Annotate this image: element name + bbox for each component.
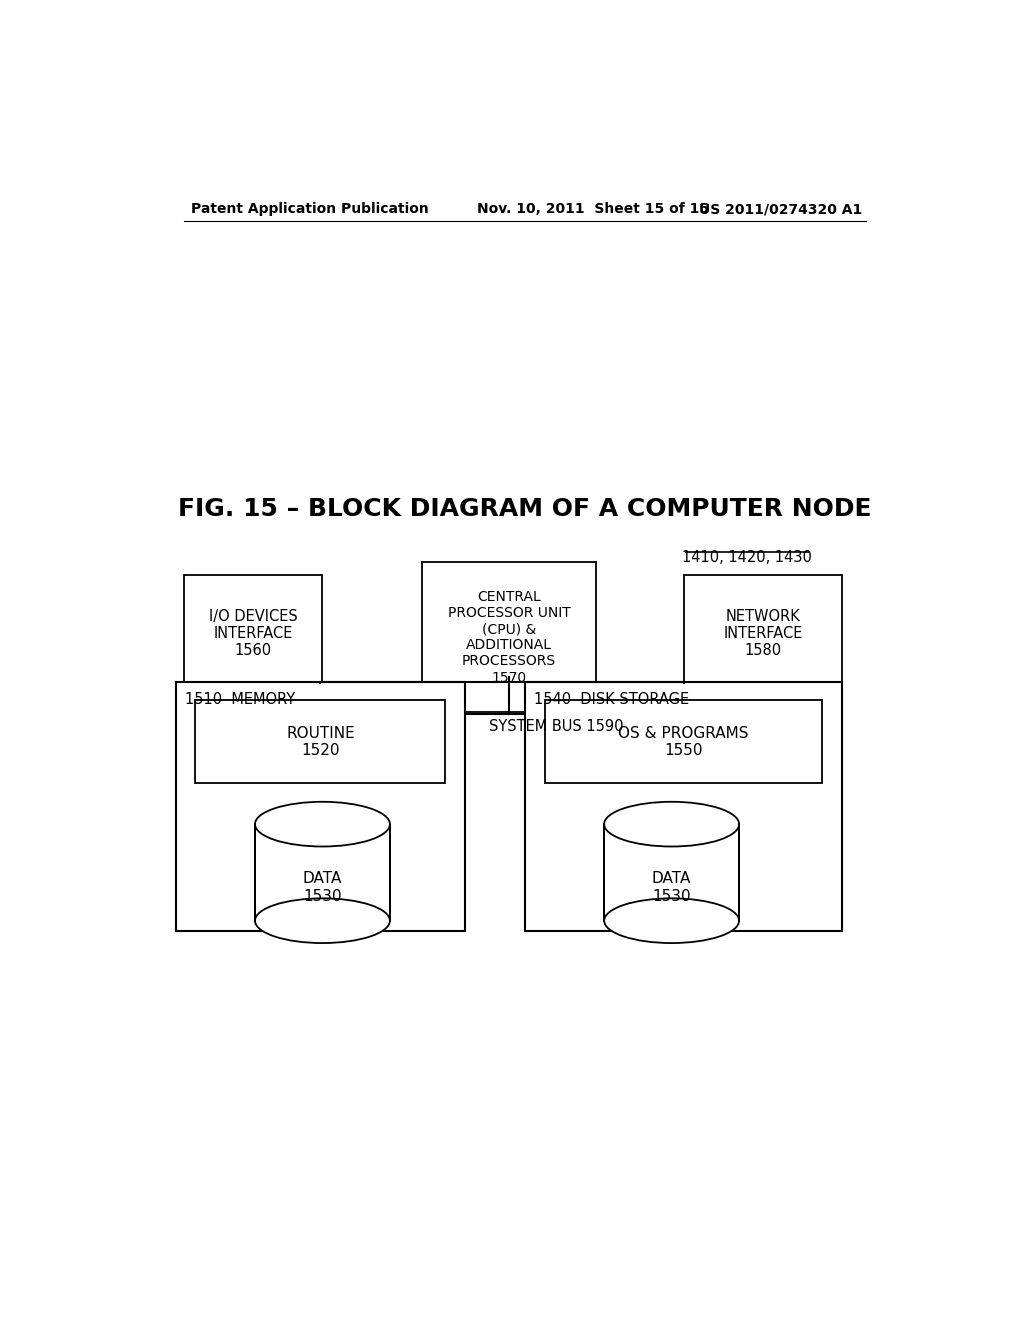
- Text: 1410, 1420, 1430: 1410, 1420, 1430: [682, 549, 812, 565]
- Text: I/O DEVICES
INTERFACE
1560: I/O DEVICES INTERFACE 1560: [209, 609, 297, 659]
- FancyBboxPatch shape: [183, 576, 323, 692]
- Text: NETWORK
INTERFACE
1580: NETWORK INTERFACE 1580: [723, 609, 803, 659]
- FancyBboxPatch shape: [176, 682, 465, 931]
- Text: ROUTINE
1520: ROUTINE 1520: [286, 726, 355, 758]
- Text: Nov. 10, 2011  Sheet 15 of 15: Nov. 10, 2011 Sheet 15 of 15: [477, 202, 710, 216]
- Bar: [604, 824, 739, 921]
- Text: DATA
1530: DATA 1530: [652, 871, 691, 903]
- Ellipse shape: [255, 801, 390, 846]
- FancyBboxPatch shape: [196, 700, 445, 784]
- Bar: [256, 824, 389, 899]
- Text: SYSTEM BUS 1590: SYSTEM BUS 1590: [489, 719, 624, 734]
- Ellipse shape: [604, 899, 739, 942]
- Bar: [605, 824, 738, 899]
- Text: DATA
1530: DATA 1530: [303, 871, 342, 903]
- Text: 1510  MEMORY: 1510 MEMORY: [185, 692, 295, 708]
- Ellipse shape: [255, 899, 390, 942]
- FancyBboxPatch shape: [422, 562, 596, 713]
- Text: 1540  DISK STORAGE: 1540 DISK STORAGE: [535, 692, 689, 708]
- FancyBboxPatch shape: [684, 576, 842, 692]
- FancyBboxPatch shape: [524, 682, 842, 931]
- Text: US 2011/0274320 A1: US 2011/0274320 A1: [699, 202, 862, 216]
- Text: Patent Application Publication: Patent Application Publication: [191, 202, 429, 216]
- Text: OS & PROGRAMS
1550: OS & PROGRAMS 1550: [618, 726, 749, 758]
- Bar: [255, 824, 390, 921]
- Ellipse shape: [604, 801, 739, 846]
- Text: CENTRAL
PROCESSOR UNIT
(CPU) &
ADDITIONAL
PROCESSORS
1570: CENTRAL PROCESSOR UNIT (CPU) & ADDITIONA…: [447, 590, 570, 685]
- Text: FIG. 15 – BLOCK DIAGRAM OF A COMPUTER NODE: FIG. 15 – BLOCK DIAGRAM OF A COMPUTER NO…: [178, 498, 871, 521]
- FancyBboxPatch shape: [545, 700, 822, 784]
